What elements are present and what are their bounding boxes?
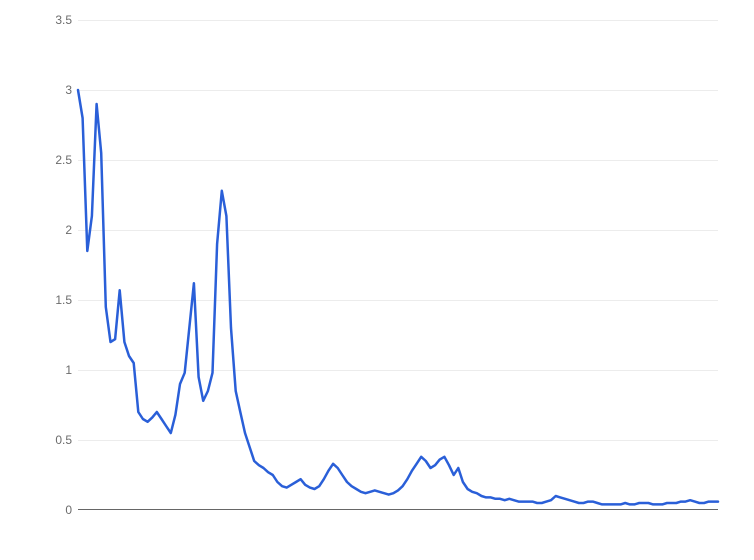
y-tick-label: 0.5 — [32, 433, 72, 447]
y-tick-label: 3.5 — [32, 13, 72, 27]
plot-area — [78, 20, 718, 510]
y-tick-label: 1.5 — [32, 293, 72, 307]
y-tick-label: 3 — [32, 83, 72, 97]
chart-container: Mining profitability in USD/day for 1 TH… — [0, 0, 754, 560]
y-tick-label: 1 — [32, 363, 72, 377]
data-series-line — [78, 90, 718, 504]
line-chart-svg — [78, 20, 718, 510]
y-tick-label: 0 — [32, 503, 72, 517]
y-tick-label: 2 — [32, 223, 72, 237]
y-tick-label: 2.5 — [32, 153, 72, 167]
